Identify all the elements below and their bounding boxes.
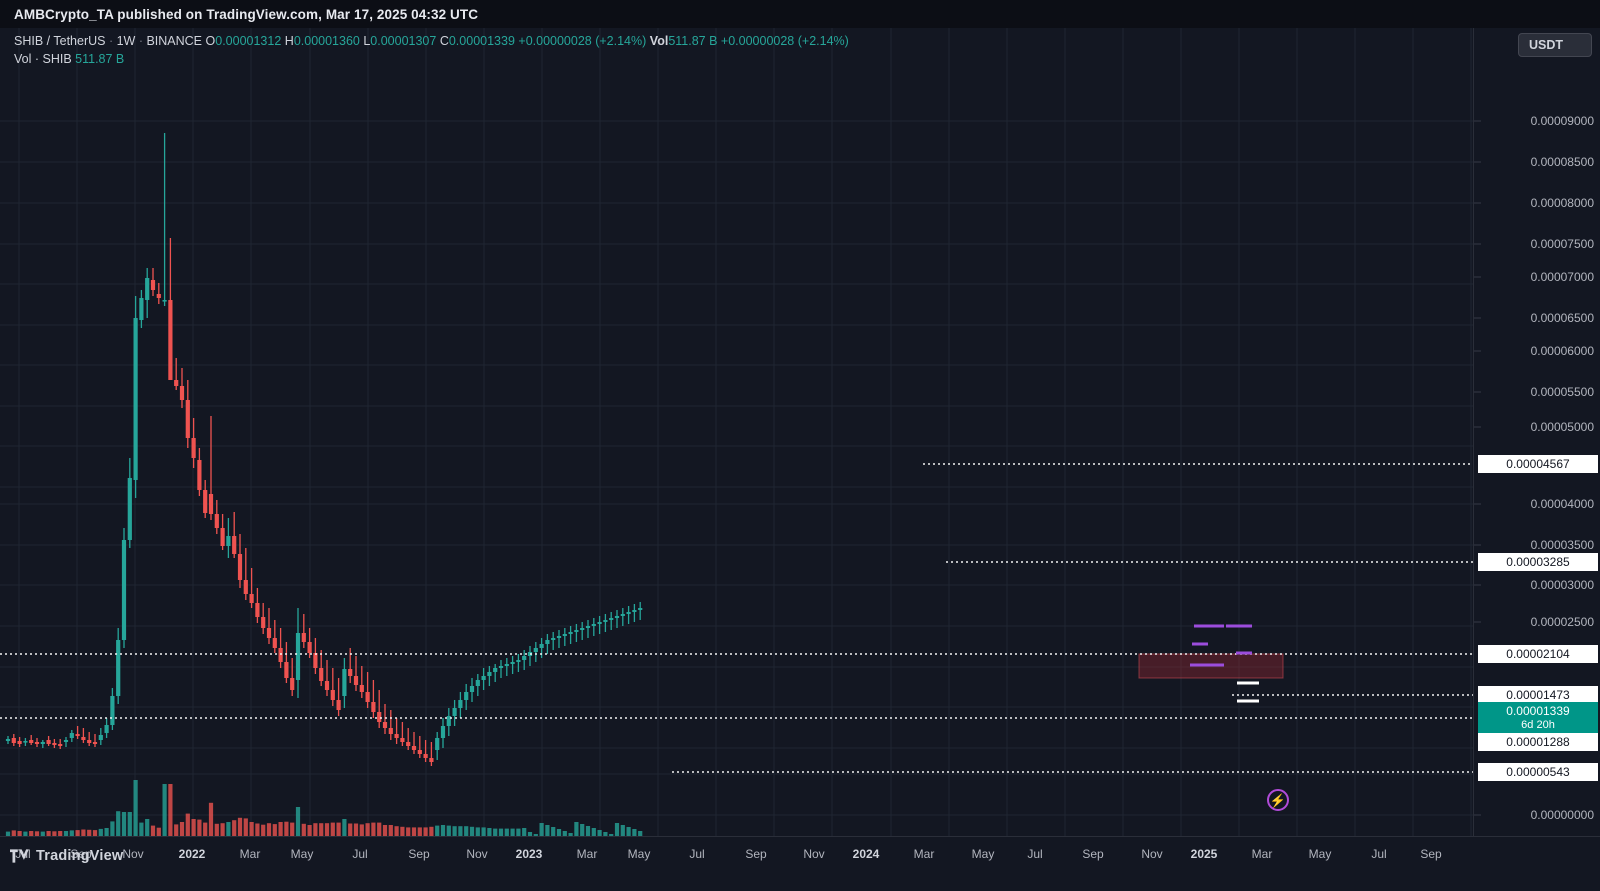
lightning-bolt-icon[interactable]: ⚡ xyxy=(1267,789,1289,811)
time-tick-label: Sep xyxy=(70,847,92,861)
price-axis[interactable]: USDT 0.00009000 0.00008500 0.00008000 0.000… xyxy=(1473,28,1600,836)
price-tick-mark xyxy=(1474,350,1481,352)
price-level-value: 0.00001339 xyxy=(1506,704,1570,718)
price-level-badge[interactable]: 0.00000543 xyxy=(1478,763,1598,781)
time-tick-label: Sep xyxy=(1082,847,1104,861)
time-tick-label: Nov xyxy=(1141,847,1163,861)
price-tick-label: 0.00008000 xyxy=(1530,196,1594,210)
price-tick-mark xyxy=(1474,814,1481,816)
time-tick-label: Jul xyxy=(1371,847,1387,861)
price-tick-mark xyxy=(1474,503,1481,505)
time-tick-label: Sep xyxy=(1420,847,1442,861)
price-tick-mark xyxy=(1474,202,1481,204)
price-tick-mark xyxy=(1474,120,1481,122)
price-tick-label: 0.00002500 xyxy=(1530,615,1594,629)
price-tick-mark xyxy=(1474,276,1481,278)
time-tick-label: May xyxy=(627,847,651,861)
price-level-value: 0.00004567 xyxy=(1506,457,1570,471)
price-level-value: 0.00001288 xyxy=(1506,735,1570,749)
price-tick-mark xyxy=(1474,544,1481,546)
time-tick-label: May xyxy=(971,847,995,861)
price-level-badge[interactable]: 0.00004567 xyxy=(1478,455,1598,473)
time-tick-label: Sep xyxy=(408,847,430,861)
price-tick-label: 0.00007000 xyxy=(1530,270,1594,284)
price-level-value: 0.00002104 xyxy=(1506,647,1570,661)
price-tick-label: 0.00000000 xyxy=(1530,808,1594,822)
time-tick-label: Mar xyxy=(913,847,935,861)
attribution-bar: AMBCrypto_TA published on TradingView.co… xyxy=(0,0,1600,28)
time-tick-label: Mar xyxy=(1251,847,1273,861)
time-tick-label: 2023 xyxy=(515,847,543,861)
time-tick-label: Jul xyxy=(352,847,368,861)
last-price-badge[interactable]: 0.00001339 6d 20h xyxy=(1478,702,1598,734)
price-level-badge[interactable]: 0.00001288 xyxy=(1478,733,1598,751)
price-level-value: 0.00001473 xyxy=(1506,688,1570,702)
price-level-badge[interactable]: 0.00003285 xyxy=(1478,553,1598,571)
price-tick-label: 0.00006500 xyxy=(1530,311,1594,325)
time-tick-label: Nov xyxy=(466,847,488,861)
tradingview-mark-icon xyxy=(10,849,29,863)
price-level-badge[interactable]: 0.00001473 xyxy=(1478,686,1598,704)
time-tick-label: Nov xyxy=(122,847,144,861)
price-tick-label: 0.00003000 xyxy=(1530,578,1594,592)
price-level-badge[interactable]: 0.00002104 xyxy=(1478,645,1598,663)
price-tick-mark xyxy=(1474,584,1481,586)
price-tick-mark xyxy=(1474,243,1481,245)
price-tick-mark xyxy=(1474,391,1481,393)
time-tick-label: 2025 xyxy=(1190,847,1218,861)
price-tick-label: 0.00009000 xyxy=(1530,114,1594,128)
time-tick-label: May xyxy=(1308,847,1332,861)
price-tick-mark xyxy=(1474,621,1481,623)
tradingview-wordmark: TradingView xyxy=(36,848,124,864)
price-tick-mark xyxy=(1474,161,1481,163)
price-tick-label: 0.00003500 xyxy=(1530,538,1594,552)
chart-surface[interactable]: SHIB / TetherUS · 1W · BINANCE O0.000013… xyxy=(0,28,1473,836)
tradingview-logo[interactable]: TradingView xyxy=(10,848,123,864)
currency-chip[interactable]: USDT xyxy=(1517,33,1592,57)
time-tick-label: Sep xyxy=(745,847,767,861)
price-tick-label: 0.00008500 xyxy=(1530,155,1594,169)
time-tick-label: 2022 xyxy=(178,847,206,861)
price-tick-label: 0.00005500 xyxy=(1530,385,1594,399)
price-level-value: 0.00003285 xyxy=(1506,555,1570,569)
time-axis[interactable]: Jul Sep Nov 2022 Mar May Jul Sep Nov 2023 Mar May Ju… xyxy=(0,836,1600,891)
time-tick-label: Mar xyxy=(239,847,261,861)
price-tick-label: 0.00005000 xyxy=(1530,420,1594,434)
volume-histogram xyxy=(5,780,643,836)
price-level-value: 0.00000543 xyxy=(1506,765,1570,779)
time-tick-label: May xyxy=(290,847,314,861)
time-tick-label: Jul xyxy=(689,847,705,861)
time-tick-label: 2024 xyxy=(852,847,880,861)
time-tick-label: Nov xyxy=(803,847,825,861)
price-tick-mark xyxy=(1474,426,1481,428)
price-tick-label: 0.00006000 xyxy=(1530,344,1594,358)
time-tick-label: Mar xyxy=(576,847,598,861)
candlestick-series xyxy=(5,133,643,766)
price-tick-mark xyxy=(1474,317,1481,319)
bar-countdown: 6d 20h xyxy=(1521,719,1555,731)
price-tick-label: 0.00004000 xyxy=(1530,497,1594,511)
study-overlays[interactable] xyxy=(0,28,1473,836)
price-tick-label: 0.00007500 xyxy=(1530,237,1594,251)
time-tick-label: Jul xyxy=(1027,847,1043,861)
